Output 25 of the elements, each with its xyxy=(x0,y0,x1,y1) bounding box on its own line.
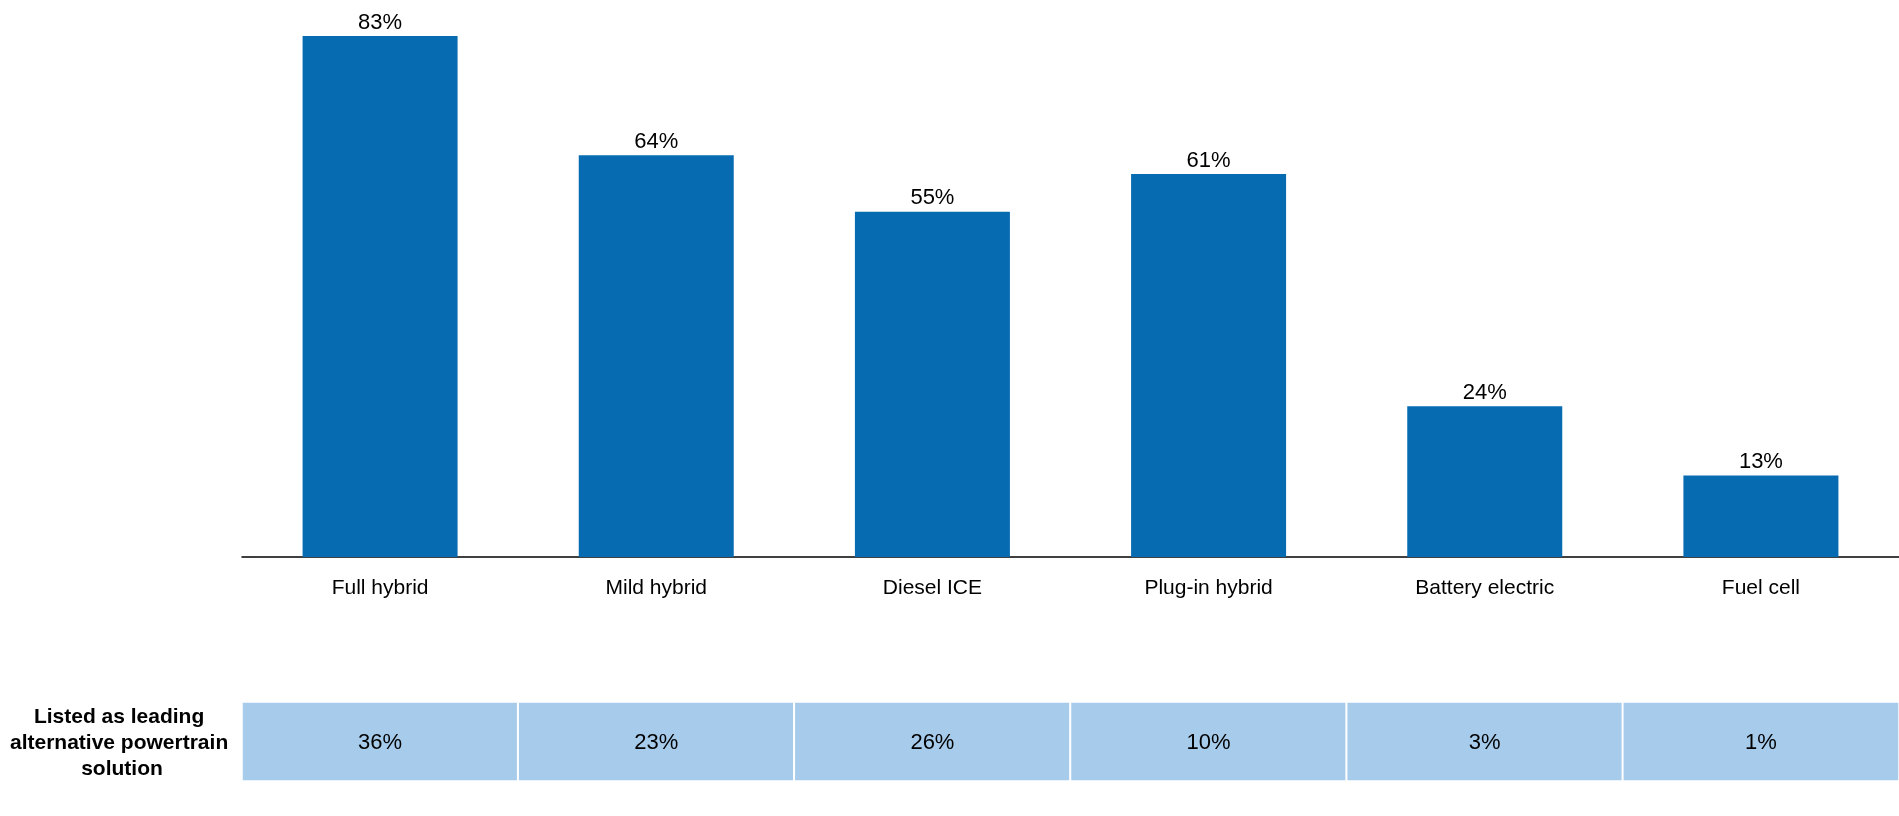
data-label: 23% xyxy=(634,729,679,754)
data-label: 3% xyxy=(1468,729,1501,754)
data-label: 13% xyxy=(1738,447,1783,473)
x-tick-label: Battery electric xyxy=(1415,574,1555,598)
x-tick-label: Fuel cell xyxy=(1721,574,1801,598)
bar xyxy=(302,36,458,557)
data-label: 24% xyxy=(1462,378,1507,404)
data-label: 1% xyxy=(1745,729,1777,754)
bar xyxy=(1407,406,1563,557)
x-tick-label: Mild hybrid xyxy=(605,574,708,598)
y-tick-label: Listed as leading alternative powertrain solution xyxy=(9,704,235,779)
x-tick-label: Full hybrid xyxy=(331,574,429,598)
bar xyxy=(1683,475,1839,557)
data-label: 64% xyxy=(634,127,679,153)
data-label: 10% xyxy=(1186,729,1231,754)
bar xyxy=(1131,174,1287,557)
data-label: 61% xyxy=(1186,146,1231,172)
bar xyxy=(854,211,1010,557)
bar xyxy=(578,155,734,557)
x-tick-label: Diesel ICE xyxy=(882,574,983,598)
data-label: 83% xyxy=(358,8,403,34)
data-label: 36% xyxy=(358,729,403,754)
x-tick-label: Plug-in hybrid xyxy=(1144,574,1273,598)
data-label: 55% xyxy=(910,184,955,210)
data-label: 26% xyxy=(910,729,955,754)
